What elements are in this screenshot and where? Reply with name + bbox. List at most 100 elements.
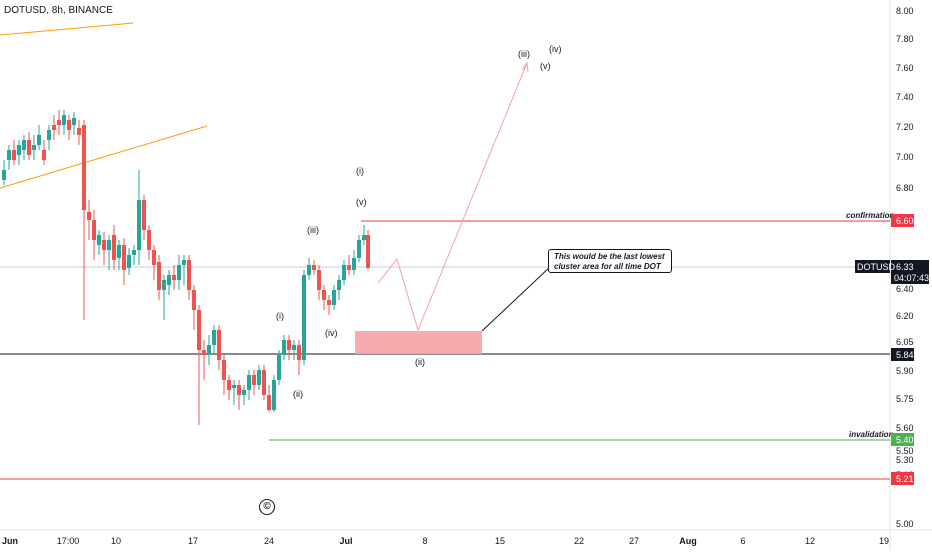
candle-body xyxy=(207,345,211,355)
time-axis-label: 6 xyxy=(740,536,745,546)
price-axis-label: 6.40 xyxy=(896,284,914,294)
candle-body xyxy=(307,265,311,275)
candle-body xyxy=(167,275,171,285)
candle-body xyxy=(357,240,361,258)
confirmation-label: confirmation xyxy=(846,211,895,220)
time-axis-label: 12 xyxy=(805,536,815,546)
candle-body xyxy=(302,275,306,360)
candle-body xyxy=(332,290,336,305)
cluster-zone[interactable] xyxy=(355,331,482,354)
candle-body xyxy=(182,260,186,265)
candle-body xyxy=(212,330,216,345)
projection-path[interactable] xyxy=(377,62,528,332)
invalidation-label: invalidation xyxy=(849,430,894,439)
candle-body xyxy=(322,290,326,300)
candle-body xyxy=(222,360,226,380)
candle-body xyxy=(257,370,261,385)
candle-body xyxy=(117,245,121,258)
price-axis-label: 6.20 xyxy=(896,311,914,321)
candle-body xyxy=(122,245,126,270)
note-callout[interactable]: This would be the last lowest cluster ar… xyxy=(548,249,672,273)
low-badge-value: 5.21 xyxy=(896,474,914,484)
time-axis-label: 8 xyxy=(422,536,427,546)
wave-label-iv-upper: (iv) xyxy=(549,44,562,54)
candle-body xyxy=(267,395,271,410)
candle-body xyxy=(227,380,231,390)
candle-body xyxy=(327,300,331,305)
candle-body xyxy=(252,375,256,385)
current-price-countdown: 04:07:43 xyxy=(894,273,929,283)
wave-label-ii-lower: (ii) xyxy=(293,389,303,399)
candle-body xyxy=(202,350,206,355)
candle-body xyxy=(152,250,156,265)
price-axis-label: 5.75 xyxy=(896,394,914,404)
candle-body xyxy=(67,120,71,130)
time-axis-label: 17 xyxy=(188,536,198,546)
candles-group[interactable] xyxy=(2,110,370,425)
candle-body xyxy=(232,385,236,388)
confirmation-badge xyxy=(891,214,914,227)
candle-body xyxy=(92,220,96,240)
candle-body xyxy=(142,200,146,230)
symbol-badge xyxy=(855,260,890,273)
candle-body xyxy=(47,130,51,140)
current-price-badge-value: 6.33 xyxy=(896,262,914,272)
trend-line-upper[interactable] xyxy=(0,22,134,36)
time-axis-label: 24 xyxy=(264,536,274,546)
candle-body xyxy=(132,250,136,255)
wave-label-iii-upper: (iii) xyxy=(518,49,530,59)
wave-label-v-upper: (v) xyxy=(540,61,551,71)
price-axis-label: 5.00 xyxy=(896,519,914,529)
time-axis-label: Jul xyxy=(339,536,352,546)
candle-body xyxy=(32,145,36,150)
wave-label-iii-lower: (iii) xyxy=(307,225,319,235)
low-badge xyxy=(891,472,914,485)
candle-body xyxy=(112,235,116,260)
candle-body xyxy=(107,240,111,250)
candle-body xyxy=(242,390,246,395)
wave-label-iv-lower: (iv) xyxy=(325,328,338,338)
candle-body xyxy=(52,125,56,130)
symbol-title[interactable]: DOTUSD, 8h, BINANCE xyxy=(4,5,113,16)
projection-arrowhead xyxy=(521,61,529,73)
candle-body xyxy=(292,345,296,350)
price-axis-label: 5.60 xyxy=(896,423,914,433)
time-axis-label: 10 xyxy=(111,536,121,546)
candle-body xyxy=(366,235,370,268)
candle-body xyxy=(77,128,81,135)
symbol-badge-label: DOTUSD xyxy=(857,262,896,272)
candle-body xyxy=(72,118,76,125)
candle-body xyxy=(237,385,241,395)
candle-body xyxy=(17,145,21,155)
candle-body xyxy=(312,265,316,270)
price-axis-label: 5.30 xyxy=(896,455,914,465)
candle-body xyxy=(62,115,66,125)
trend-line-lower[interactable] xyxy=(0,125,208,189)
candle-body xyxy=(97,235,101,245)
time-axis-label: 15 xyxy=(495,536,505,546)
wave-label-i-lower: (i) xyxy=(276,311,284,321)
candle-body xyxy=(217,330,221,360)
candle-body xyxy=(342,265,346,280)
price-axis-label: 5.90 xyxy=(896,366,914,376)
candle-body xyxy=(87,212,91,220)
wave-label-v-lower: (v) xyxy=(356,197,367,207)
price-axis-label: 5.50 xyxy=(896,446,914,456)
candle-body xyxy=(7,150,11,160)
candle-body xyxy=(347,265,351,270)
candle-body xyxy=(137,200,141,250)
support-badge-value: 5.84 xyxy=(896,350,914,360)
candle-body xyxy=(147,230,151,250)
confirmation-badge-value: 6.60 xyxy=(896,216,914,226)
time-axis[interactable]: Jun 17:00 10 17 24 Jul 8 15 22 27 Aug 6 12 19 xyxy=(2,536,889,546)
candle-body xyxy=(197,310,201,350)
price-axis-label: 6.05 xyxy=(896,337,914,347)
candle-body xyxy=(282,340,286,355)
candle-body xyxy=(102,240,106,250)
price-axis-label: 7.40 xyxy=(896,92,914,102)
invalidation-badge-value: 5.40 xyxy=(896,435,914,445)
candle-body xyxy=(362,235,366,240)
time-axis-label: 22 xyxy=(574,536,584,546)
